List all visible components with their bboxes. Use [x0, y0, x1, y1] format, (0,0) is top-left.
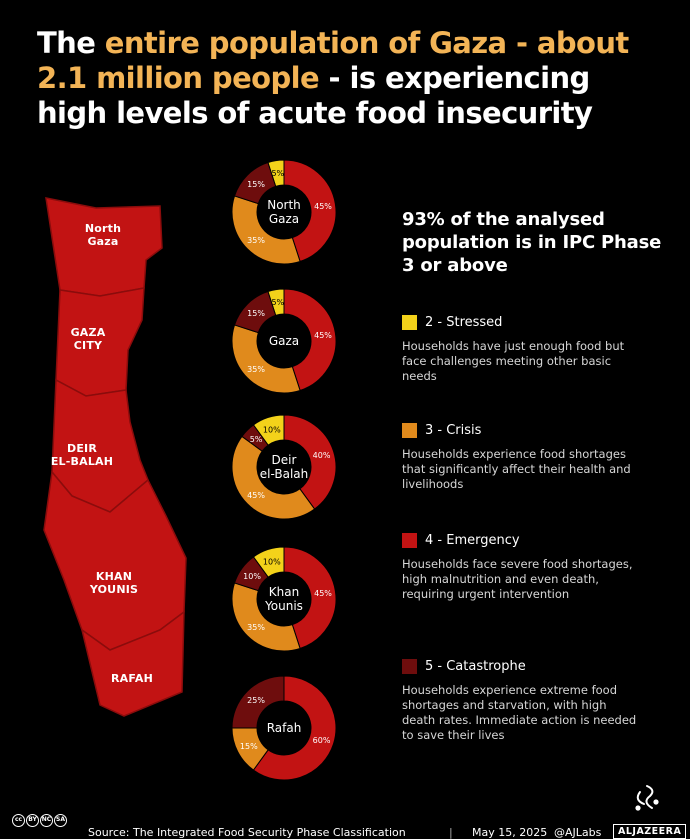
donut-center-label: Deir el-Balah [259, 453, 309, 481]
donut-center-label: Khan Younis [265, 585, 303, 613]
donut-slice-emergency [283, 546, 337, 650]
donut-center-label: North Gaza [267, 198, 301, 226]
donut-data-label: 15% [247, 180, 265, 189]
gaza-map-shape [43, 197, 187, 717]
phase-catastrophe: 5 - Catastrophe Households experience ex… [402, 657, 672, 743]
donut-slice-catastrophe [233, 556, 269, 592]
map-label-north-gaza: North Gaza [84, 222, 122, 248]
donut-chart: 5% 45% 35% 15% [231, 288, 337, 394]
donut-data-label: 10% [243, 572, 261, 581]
phase-description: Households face severe food shortages, h… [402, 557, 633, 601]
donut-data-label: 15% [240, 742, 258, 751]
donut-slice-crisis [231, 195, 301, 265]
phase-description: Households experience extreme food short… [402, 683, 637, 742]
donut-slice-crisis [231, 324, 301, 394]
donut-data-label: 15% [247, 309, 265, 318]
donut-chart: 10% 45% 35% 10% [231, 546, 337, 652]
aljazeera-wordmark: ALJAZEERA [613, 824, 687, 839]
donut-hole [258, 186, 310, 238]
swatch-catastrophe [402, 658, 417, 674]
map-label-deir-el-balah: DEIR EL-BALAH [50, 442, 114, 468]
donut-slice-emergency [283, 414, 337, 510]
phase-label: 3 - Crisis [425, 422, 482, 438]
phase-label: 4 - Emergency [425, 532, 520, 548]
donut-hole [258, 315, 310, 367]
donut-slice-crisis [231, 435, 316, 520]
phase-description: Households experience food shortages tha… [402, 447, 631, 491]
page-title: The entire population of Gaza - about 2.… [37, 26, 629, 130]
legend-panel: 93% of the analysed population is in IPC… [402, 208, 672, 742]
map-label-rafah: RAFAH [111, 672, 153, 685]
donut-data-label: 10% [263, 557, 281, 566]
donut-data-label: 45% [314, 202, 332, 211]
credit-text: @AJLabs [554, 826, 602, 839]
donut-data-label: 40% [313, 451, 331, 460]
phase-stressed: 2 - Stressed Households have just enough… [402, 313, 672, 384]
publish-date: May 15, 2025 [472, 826, 548, 839]
donut-data-label: 45% [247, 491, 265, 500]
map-region-rafah [80, 610, 185, 717]
donut-slice-catastrophe [241, 424, 269, 452]
summary-text: 93% of the analysed population is in IPC… [402, 209, 662, 276]
source-text: Source: The Integrated Food Security Pha… [88, 826, 406, 839]
phase-label: 5 - Catastrophe [425, 658, 526, 674]
footer-separator: | [449, 826, 453, 839]
donut-slice-catastrophe [233, 161, 277, 205]
title-highlight: entire population of Gaza - about 2.1 mi… [37, 26, 629, 95]
map-label-khan-younis: KHAN YOUNIS [89, 570, 139, 596]
donut-data-label: 45% [314, 589, 332, 598]
donut-slice-emergency [283, 288, 337, 392]
donut-data-label: 5% [271, 298, 284, 307]
swatch-emergency [402, 532, 417, 548]
donut-data-label: 5% [271, 169, 284, 178]
map-label-gaza-city: GAZA CITY [70, 326, 106, 352]
phase-emergency: 4 - Emergency Households face severe foo… [402, 531, 672, 602]
donut-charts: 5% 45% 35% 15% North Gaza 5% 45% 35% 15% Gaza 10% 4… [222, 0, 352, 838]
donut-chart: 5% 45% 35% 15% [231, 159, 337, 265]
swatch-crisis [402, 422, 417, 438]
donut-slice-catastrophe [231, 675, 285, 729]
donut-data-label: 35% [247, 623, 265, 632]
donut-slice-catastrophe [233, 290, 277, 334]
donut-chart: 60% 15% 25% [231, 675, 337, 781]
donut-data-label: 5% [250, 435, 263, 444]
phase-description: Households have just enough food but fac… [402, 339, 625, 383]
donut-slice-crisis [231, 582, 301, 652]
donut-slice-emergency [252, 675, 337, 781]
swatch-stressed [402, 314, 417, 330]
donut-data-label: 10% [263, 425, 281, 434]
donut-hole [258, 702, 310, 754]
donut-center-label: Rafah [266, 721, 302, 735]
donut-data-label: 45% [314, 331, 332, 340]
donut-data-label: 60% [313, 736, 331, 745]
donut-hole [258, 441, 310, 493]
gaza-map: North Gaza GAZA CITY DEIR EL-BALAH KHAN … [0, 160, 240, 760]
donut-chart: 10% 40% 45% 5% [231, 414, 337, 520]
phase-label: 2 - Stressed [425, 314, 503, 330]
footer: cc BY NC SA Source: The Integrated Food Sec… [0, 785, 690, 839]
phase-crisis: 3 - Crisis Households experience food sh… [402, 421, 672, 492]
donut-slice-emergency [283, 159, 337, 263]
donut-hole [258, 573, 310, 625]
donut-data-label: 35% [247, 236, 265, 245]
aljazeera-logo-icon [635, 785, 659, 811]
donut-data-label: 25% [247, 696, 265, 705]
cc-license-icon: cc BY NC SA [12, 814, 67, 827]
donut-center-label: Gaza [268, 334, 300, 348]
donut-data-label: 35% [247, 365, 265, 374]
